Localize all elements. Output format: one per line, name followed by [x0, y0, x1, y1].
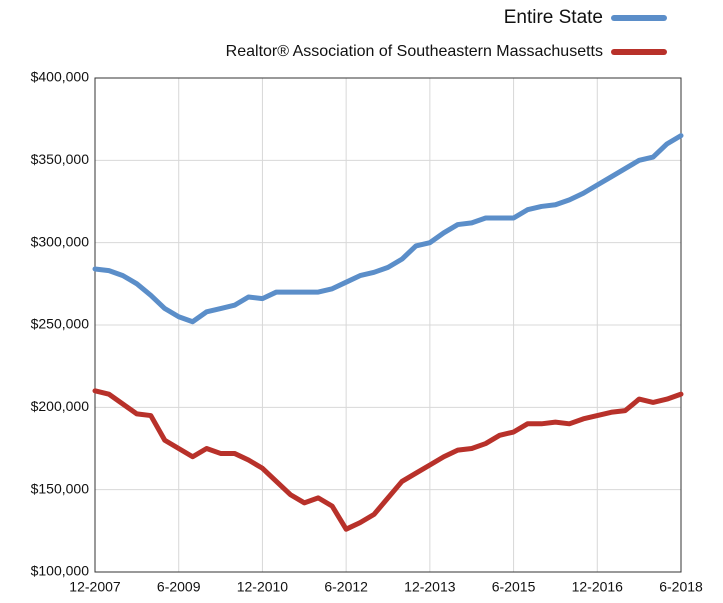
y-tick-label: $400,000 — [31, 69, 90, 85]
x-tick-label: 12-2007 — [69, 579, 121, 595]
legend-label: Realtor® Association of Southeastern Mas… — [226, 43, 603, 60]
y-tick-label: $250,000 — [31, 316, 90, 332]
y-tick-label: $300,000 — [31, 233, 90, 249]
y-tick-label: $150,000 — [31, 480, 90, 496]
y-tick-label: $200,000 — [31, 398, 90, 414]
x-tick-label: 6-2015 — [492, 579, 536, 595]
x-tick-label: 12-2013 — [404, 579, 456, 595]
line-series — [92, 388, 684, 532]
x-tick-label: 6-2009 — [157, 579, 201, 595]
legend-label: Entire State — [504, 7, 603, 28]
x-tick-label: 12-2010 — [237, 579, 289, 595]
y-tick-label: $350,000 — [31, 151, 90, 167]
x-tick-label: 12-2016 — [572, 579, 624, 595]
line-series — [92, 133, 684, 325]
x-tick-label: 6-2012 — [324, 579, 368, 595]
plot-frame — [94, 77, 682, 573]
y-tick-label: $100,000 — [31, 563, 90, 579]
x-tick-label: 6-2018 — [659, 579, 703, 595]
